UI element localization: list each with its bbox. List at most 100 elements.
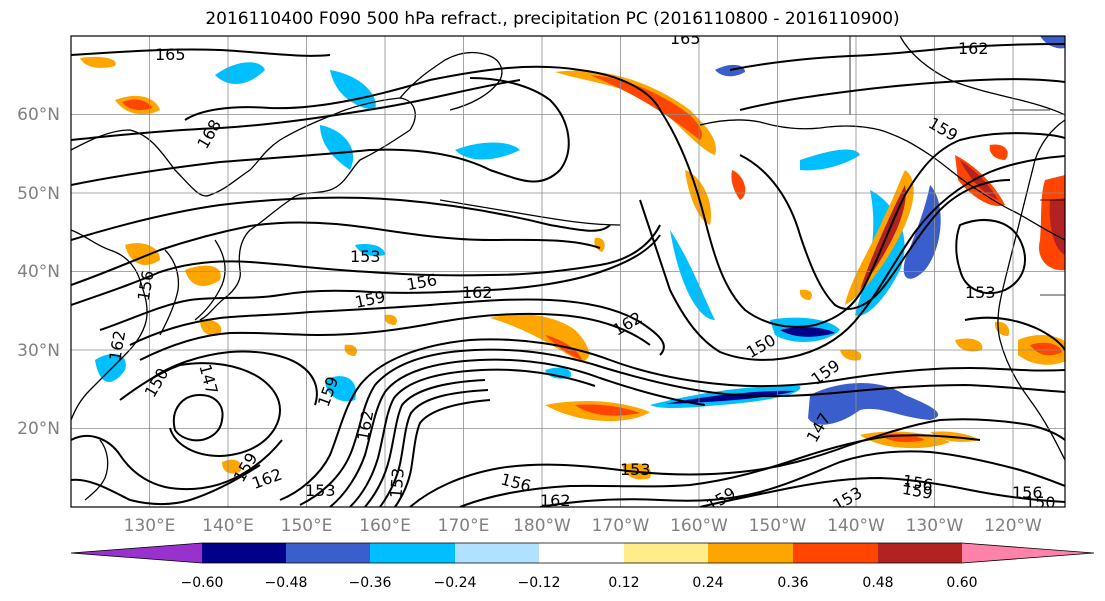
colorbar-segment (370, 543, 455, 563)
lon-label: 140°W (827, 516, 885, 536)
island-chain (439, 199, 621, 226)
colorbar-segment (202, 543, 286, 563)
map-title: 2016110400 F090 500 hPa refract., precip… (205, 9, 900, 29)
contour-line (139, 312, 651, 361)
contour-label: 162 (540, 491, 571, 510)
lon-label: 150°E (281, 516, 333, 536)
coastline-korea-japan (159, 249, 180, 336)
lat-label: 60°N (17, 105, 60, 125)
colorbar-segment (455, 543, 539, 563)
contour-line (739, 78, 1065, 111)
contour-line (71, 435, 283, 491)
contour-label: 153 (350, 247, 381, 266)
graticule (71, 36, 1065, 507)
contour-line (184, 65, 661, 121)
precip-negative-area (780, 327, 835, 337)
colorbar-segment (878, 543, 962, 563)
colorbar-segment (624, 543, 708, 563)
precip-negative-area (670, 230, 715, 320)
lon-label: 160°W (670, 516, 728, 536)
precip-positive-area (575, 404, 640, 416)
contour-label: 162 (462, 283, 493, 302)
contour-line (659, 109, 1065, 328)
precip-positive-area (1049, 198, 1065, 255)
lon-label: 140°E (202, 516, 254, 536)
contour-line (639, 155, 1065, 361)
colorbar-tick-label: 0.36 (777, 575, 808, 591)
contour-label: 153 (965, 283, 996, 302)
precip-positive-area (989, 144, 1008, 160)
precip-negative-area (665, 390, 795, 404)
contour-label: 165 (670, 29, 701, 48)
precip-negative-area (1040, 36, 1065, 49)
colorbar-segment (708, 543, 793, 563)
contour-line (364, 379, 486, 507)
refractivity-contours (71, 43, 1065, 507)
precip-positive-area (200, 319, 222, 336)
precip-positive-area (1030, 342, 1062, 356)
lon-label: 170°W (592, 516, 650, 536)
contour-label: 165 (155, 45, 186, 64)
lon-label: 180°W (513, 516, 571, 536)
precip-negative-area (800, 149, 860, 171)
precip-positive-area (590, 75, 702, 140)
colorbar-segment (962, 543, 1094, 563)
latitude-labels: 60°N 50°N 40°N 30°N 20°N (17, 105, 60, 439)
precip-positive-area (125, 243, 160, 265)
contour-line (699, 476, 1065, 507)
precip-positive-area (185, 265, 221, 286)
map-frame (70, 35, 1066, 508)
coastline-na (899, 36, 1065, 116)
contour-line (729, 43, 1065, 71)
contour-line (71, 224, 661, 306)
precip-positive-area (384, 314, 397, 325)
precip-positive-area (594, 237, 605, 252)
colorbar-tick-label: −0.48 (265, 575, 308, 591)
precip-positive-area (960, 160, 998, 200)
contour-label: 156 (1012, 483, 1043, 502)
contour-line (71, 196, 611, 241)
precip-negative-area (95, 354, 126, 382)
precip-positive-area (955, 338, 983, 352)
precip-positive-area (731, 170, 746, 200)
lon-label: 130°E (124, 516, 176, 536)
lat-label: 40°N (17, 262, 60, 282)
lon-label: 150°W (749, 516, 807, 536)
colorbar-segment (539, 543, 624, 563)
contour-line (172, 393, 224, 442)
contour-line (955, 219, 1026, 295)
lon-label: 160°E (359, 516, 411, 536)
lon-label: 170°E (438, 516, 490, 536)
contour-line (279, 338, 1065, 501)
colorbar-outline (70, 542, 1095, 564)
coastline-japan (194, 239, 226, 321)
lon-label: 130°W (906, 516, 964, 536)
colorbar-tick-label: −0.12 (518, 575, 561, 591)
coastline-asia (71, 229, 148, 421)
colorbar-ticks: −0.60 −0.48 −0.36 −0.24 −0.12 0.12 0.24 … (181, 575, 978, 591)
contour-line (149, 350, 318, 406)
contour-label: 162 (958, 39, 989, 58)
coastline-alaska (699, 119, 1065, 241)
colorbar-tick-label: 0.12 (608, 575, 639, 591)
contour-line (459, 434, 981, 507)
contour-line (739, 154, 1011, 310)
lon-label: 120°W (984, 516, 1042, 536)
colorbar-tick-label: −0.60 (181, 575, 224, 591)
contour-line (299, 348, 1065, 506)
contour-line (71, 48, 331, 57)
lat-label: 20°N (17, 419, 60, 439)
longitude-labels: 130°E 140°E 150°E 160°E 170°E 180°W 170°… (124, 516, 1042, 536)
borders (849, 36, 1065, 296)
precip-negative-area (355, 244, 385, 257)
colorbar (70, 542, 1095, 564)
contour-line (71, 221, 601, 286)
precip-positive-area (222, 459, 242, 474)
colorbar-segment (793, 543, 878, 563)
lat-label: 30°N (17, 341, 60, 361)
coastline-taiwan (84, 439, 109, 501)
precip-negative-area (215, 62, 265, 85)
precip-negative-area (320, 125, 354, 170)
contour-line (329, 358, 706, 507)
